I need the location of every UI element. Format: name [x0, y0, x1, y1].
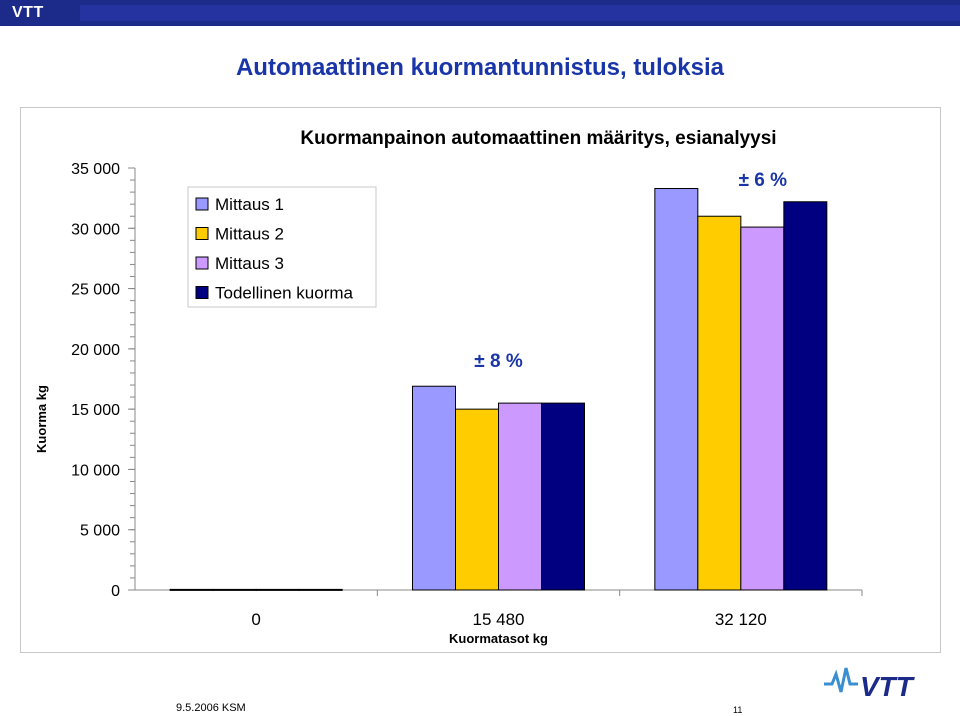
slide-title: Automaattinen kuormantunnistus, tuloksia: [0, 54, 960, 82]
bar-mittaus-3: [256, 589, 299, 590]
logo-wave: [824, 668, 858, 692]
percent-annotation: ± 6 %: [739, 170, 788, 191]
x-tick-label: 15 480: [473, 610, 525, 629]
y-tick-label: 20 000: [71, 342, 120, 359]
vtt-logo-icon: VTT: [822, 662, 930, 704]
x-axis-label: Kuormatasot kg: [449, 631, 548, 646]
legend-label: Mittaus 1: [215, 195, 284, 214]
bar-chart: Kuormanpainon automaattinen määritys, es…: [21, 108, 940, 652]
bar-mittaus-2: [456, 409, 499, 590]
chart-frame: Kuormanpainon automaattinen määritys, es…: [20, 107, 941, 653]
percent-annotation: ± 8 %: [474, 351, 523, 372]
legend-swatch: [196, 257, 208, 269]
x-tick-label: 32 120: [715, 610, 767, 629]
x-tick-label: 0: [251, 610, 260, 629]
legend-label: Mittaus 2: [215, 225, 284, 244]
y-tick-label: 5 000: [80, 523, 120, 540]
chart-title: Kuormanpainon automaattinen määritys, es…: [300, 128, 776, 149]
y-tick-label: 35 000: [71, 161, 120, 178]
bar-mittaus-3: [741, 227, 784, 590]
footer-date: 9.5.2006 KSM: [176, 702, 246, 714]
bar-mittaus-1: [413, 386, 456, 590]
legend-label: Todellinen kuorma: [215, 284, 354, 303]
brand-label: VTT: [12, 4, 44, 22]
bar-todellinen-kuorma: [542, 403, 585, 590]
bar-mittaus-2: [213, 589, 256, 590]
legend-swatch: [196, 287, 208, 299]
bar-mittaus-2: [698, 216, 741, 590]
page-number: 11: [733, 705, 742, 715]
bar-mittaus-3: [499, 403, 542, 590]
bar-mittaus-1: [170, 589, 213, 590]
legend-swatch: [196, 198, 208, 210]
bar-mittaus-1: [655, 188, 698, 590]
logo-text: VTT: [860, 671, 916, 702]
bar-todellinen-kuorma: [784, 202, 827, 590]
legend-swatch: [196, 228, 208, 240]
y-tick-label: 30 000: [71, 221, 120, 238]
header-bar: VTT: [0, 0, 960, 26]
y-tick-label: 0: [111, 583, 120, 600]
y-axis-label: Kuorma kg: [34, 385, 49, 453]
header-strip: [80, 5, 960, 21]
y-tick-label: 10 000: [71, 462, 120, 479]
bar-todellinen-kuorma: [299, 589, 342, 590]
y-tick-label: 15 000: [71, 402, 120, 419]
legend-label: Mittaus 3: [215, 254, 284, 273]
y-tick-label: 25 000: [71, 282, 120, 299]
